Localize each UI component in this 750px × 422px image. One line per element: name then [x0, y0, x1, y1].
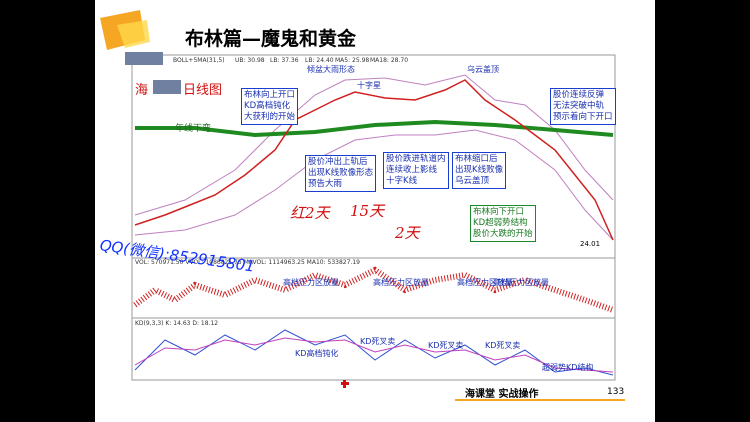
handwriting: 2天: [395, 224, 420, 242]
text-line: 无法突破中轨: [553, 101, 605, 111]
kd-note: KD死叉卖: [485, 341, 521, 350]
price-line: [134, 79, 614, 241]
stock-name: 海: [135, 83, 149, 98]
callout: 乌云盖顶: [467, 65, 499, 74]
low-label: 24.01: [580, 240, 601, 248]
title: 布林篇—魔鬼和黄金: [185, 28, 357, 50]
text-line: 布林向上开口: [244, 90, 296, 100]
text-line: 股价跌进轨道内: [386, 154, 446, 164]
text-line: KD高档钝化: [244, 101, 291, 111]
volume-legend: VOL: 570971.50 VVOL: 1086821.75 MAVOL: 1…: [135, 259, 360, 266]
volume-note: 高档压力区放量: [457, 278, 513, 287]
kd-note: KD死叉卖: [360, 337, 396, 346]
note-box: 布林向上开口 KD高档钝化 大获利的开始: [241, 88, 299, 125]
year-line-label: 年线下弯: [175, 124, 212, 134]
kd-legend: KD(9,3,3) K: 14.63 D: 18.12: [135, 320, 219, 327]
kd-note: KD死叉卖: [428, 341, 464, 350]
text-line: 出现K线败像形态: [308, 168, 374, 178]
note-box: 股价连续反弹 无法突破中轨 预示着向下开口: [550, 88, 616, 125]
blur-box: [153, 80, 181, 94]
text-line: 布林缩口后: [455, 154, 498, 164]
note-box: 股价冲出上轨后 出现K线败像形态 预告大雨: [305, 155, 377, 192]
text-line: KD超弱势结构: [473, 218, 528, 228]
upper-band: [134, 74, 614, 216]
legend-item: MA5: 25.98: [335, 57, 370, 64]
text-line: 股价连续反弹: [553, 90, 605, 100]
text-line: 股价冲出上轨后: [308, 157, 368, 167]
volume-note: 高档压力区放量: [373, 278, 429, 287]
blur-box: [125, 52, 163, 65]
legend-item: UB: 30.98: [235, 57, 265, 64]
page: 布林篇—魔鬼和黄金 BOLL+5MA(31,5) UB: 30.98 LB: 3…: [95, 0, 655, 422]
lower-band: [134, 129, 614, 241]
volume-note: 高档压力区放量: [283, 278, 339, 287]
handwriting: 红2天: [290, 204, 330, 222]
kd-note: 超弱势KD结构: [542, 363, 594, 372]
legend-item: LB: 37.36: [270, 57, 299, 64]
text-line: 出现K线败像: [455, 165, 504, 175]
text-line: 连续收上影线: [386, 165, 438, 175]
handwriting: 15天: [350, 202, 385, 220]
kd-d-line: [134, 337, 614, 373]
text-line: 乌云盖顶: [455, 176, 490, 186]
callout: 十字星: [357, 81, 381, 90]
text-line: 十字K线: [386, 176, 418, 186]
text-line: 预示着向下开口: [553, 112, 613, 122]
text-line: 预告大雨: [308, 179, 343, 189]
footer: 海课堂 实战操作: [465, 389, 539, 400]
year-line: [135, 119, 614, 138]
legend-item: LB: 24.40: [305, 57, 334, 64]
kd-note: KD高档钝化: [295, 349, 339, 358]
note-box: 股价跌进轨道内 连续收上影线 十字K线: [383, 152, 449, 189]
page-number: 133: [607, 387, 625, 397]
kd-k-line: [134, 329, 614, 376]
legend-item: MA18: 28.70: [370, 57, 409, 64]
cross: [343, 380, 346, 388]
callout: 倾盆大雨形态: [307, 65, 355, 74]
text-line: 大获利的开始: [244, 112, 296, 122]
note-box: 布林缩口后 出现K线败像 乌云盖顶: [452, 152, 507, 189]
chart-name: 日线图: [183, 83, 223, 98]
volume-note: 高档压力区放量: [493, 278, 549, 287]
text-line: 布林向下开口: [473, 207, 525, 217]
text-line: 股价大跌的开始: [473, 229, 533, 239]
indicator: BOLL+5MA(31,5): [173, 57, 225, 64]
note-box: 布林向下开口 KD超弱势结构 股价大跌的开始: [470, 205, 536, 242]
decoration: [117, 20, 150, 48]
